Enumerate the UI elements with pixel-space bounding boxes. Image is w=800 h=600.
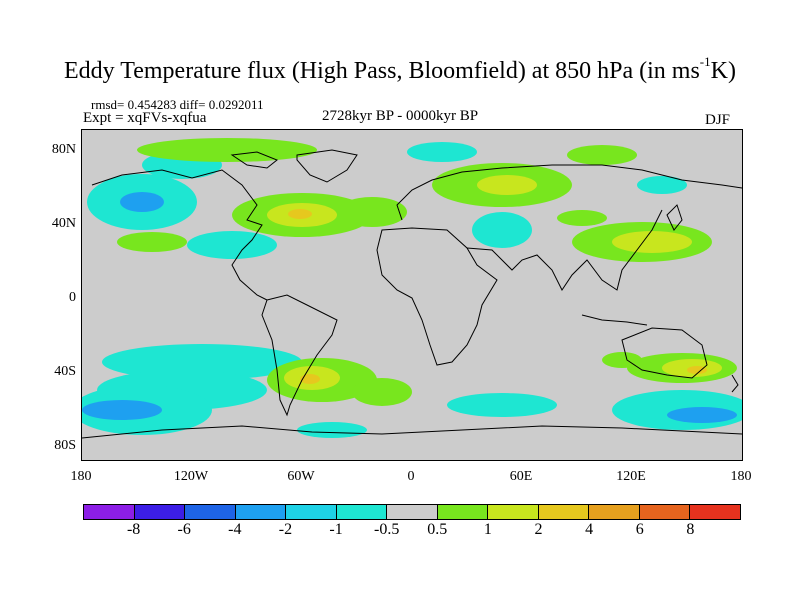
colorbar-swatch-12 [690, 505, 740, 519]
colorbar [83, 504, 741, 520]
x-label-120e: 120E [616, 469, 646, 484]
y-label-40s: 40S [54, 364, 76, 379]
colorbar-swatch-3 [235, 505, 287, 519]
colorbar-swatch-0 [84, 505, 135, 519]
x-label-60e: 60E [509, 469, 533, 484]
period-label: 2728kyr BP - 0000kyr BP [322, 108, 479, 124]
colorbar-label-11: 8 [686, 521, 695, 538]
colorbar-swatch-10 [589, 505, 640, 519]
plot-title: Eddy Temperature flux (High Pass, Bloomf… [64, 54, 736, 84]
colorbar-label-5: -0.5 [374, 521, 400, 538]
colorbar-label-10: 6 [635, 521, 644, 538]
y-label-40n: 40N [51, 216, 76, 231]
colorbar-swatch-2 [185, 505, 236, 519]
colorbar-swatch-6 [387, 505, 438, 519]
x-label-180e: 180 [730, 469, 752, 484]
y-label-80n: 80N [51, 142, 76, 157]
world-map [81, 129, 743, 461]
x-label-0: 0 [407, 469, 415, 484]
colorbar-label-0: -8 [126, 521, 141, 538]
negative-flux-cores [82, 192, 737, 423]
coastlines [82, 149, 742, 439]
colorbar-swatch-7 [437, 505, 489, 519]
colorbar-label-2: -4 [228, 521, 242, 538]
experiment-label: Expt = xqFVs-xqfua [83, 110, 207, 126]
colorbar-label-7: 1 [483, 521, 492, 538]
y-label-80s: 80S [54, 438, 76, 453]
colorbar-swatch-5 [336, 505, 388, 519]
colorbar-label-9: 4 [585, 521, 594, 538]
colorbar-label-1: -6 [177, 521, 191, 538]
x-label-120w: 120W [173, 469, 209, 484]
colorbar-swatch-1 [134, 505, 186, 519]
colorbar-swatch-8 [488, 505, 539, 519]
positive-flux-cores-orange [288, 209, 707, 384]
season-label: DJF [705, 112, 731, 128]
colorbar-label-6: 0.5 [427, 521, 448, 538]
colorbar-label-4: -1 [329, 521, 343, 538]
colorbar-swatch-4 [286, 505, 337, 519]
colorbar-swatch-11 [639, 505, 691, 519]
y-label-0: 0 [69, 290, 76, 305]
x-label-60w: 60W [287, 469, 315, 484]
stats-text: rmsd= 0.454283 diff= 0.0292011 [91, 97, 264, 112]
x-label-180w: 180 [70, 469, 92, 484]
colorbar-swatch-9 [538, 505, 590, 519]
colorbar-label-8: 2 [534, 521, 543, 538]
colorbar-label-3: -2 [278, 521, 293, 538]
